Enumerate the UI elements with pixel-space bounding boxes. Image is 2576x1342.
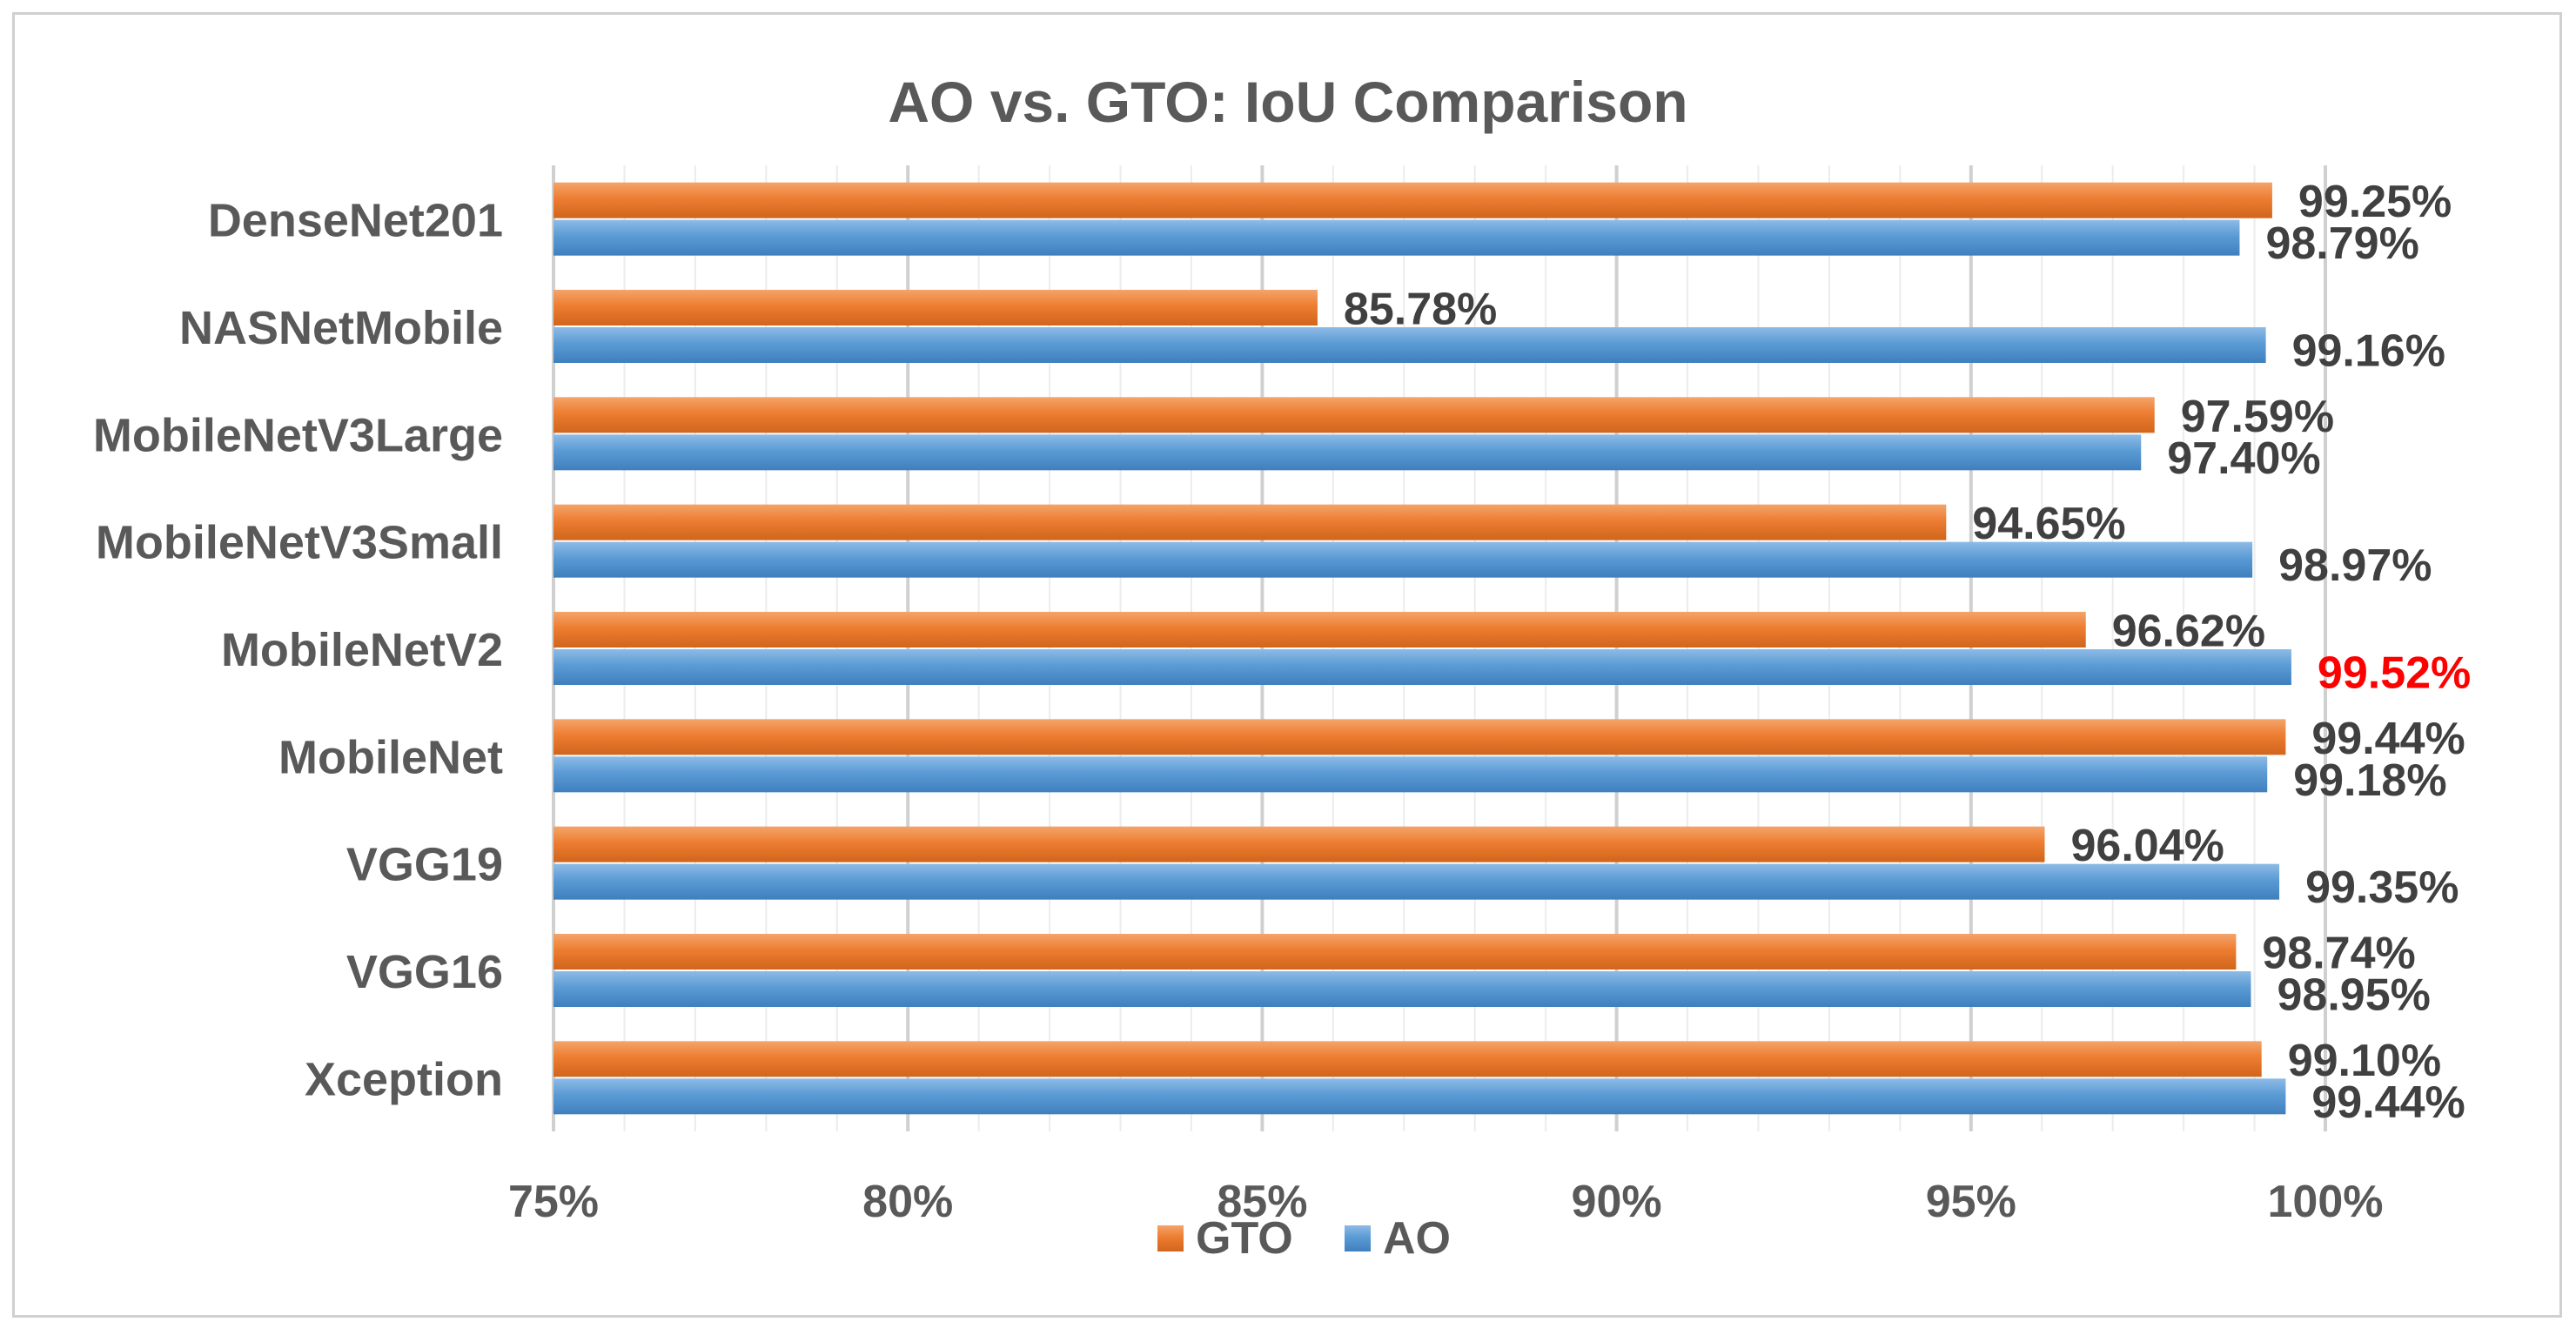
legend-label-gto: GTO (1196, 1213, 1293, 1264)
chart-title: AO vs. GTO: IoU Comparison (888, 70, 1687, 134)
x-tick-label: 85% (1217, 1177, 1307, 1227)
legend-label-ao: AO (1383, 1213, 1451, 1264)
data-label-gto: 96.62% (2112, 607, 2265, 657)
bar-ao (553, 863, 2280, 900)
gridlines (552, 165, 2327, 1131)
bar-ao (553, 649, 2291, 685)
bar-gto (553, 290, 1318, 325)
data-label-ao: 99.18% (2293, 755, 2446, 806)
category-label: Xception (305, 1053, 503, 1105)
data-label-gto: 99.25% (2298, 177, 2452, 227)
category-label: NASNetMobile (179, 302, 503, 354)
category-label: VGG16 (346, 946, 503, 998)
bar-ao (553, 541, 2253, 578)
data-label-gto: 85.78% (1344, 285, 1497, 335)
category-label: VGG19 (346, 839, 503, 891)
legend-swatch-ao (1345, 1225, 1371, 1251)
bars (553, 182, 2291, 1115)
x-tick-label: 90% (1572, 1177, 1662, 1227)
bar-gto (553, 397, 2155, 433)
data-label-ao: 98.97% (2278, 540, 2432, 591)
data-label-ao: 99.16% (2292, 326, 2445, 377)
bar-ao (553, 219, 2240, 256)
data-label-ao: 99.35% (2305, 862, 2459, 913)
data-label-gto: 98.74% (2262, 929, 2415, 979)
data-label-ao: 99.52% (2318, 648, 2471, 699)
data-label-gto: 99.44% (2311, 714, 2465, 764)
bar-gto (553, 182, 2272, 218)
bar-gto (553, 504, 1947, 540)
bar-gto (553, 719, 2286, 755)
bar-ao (553, 971, 2251, 1007)
category-label: MobileNet (278, 731, 503, 783)
bar-ao (553, 756, 2268, 793)
bar-ao (553, 327, 2266, 363)
data-label-ao: 98.95% (2277, 970, 2430, 1021)
data-label-gto: 97.59% (2181, 392, 2334, 442)
x-tick-label: 75% (508, 1177, 599, 1227)
bar-gto (553, 1041, 2262, 1077)
category-label: MobileNetV3Small (96, 517, 503, 569)
data-label-gto: 96.04% (2070, 821, 2224, 871)
category-label: MobileNetV3Large (93, 409, 503, 461)
bar-ao (553, 1078, 2286, 1115)
data-label-ao: 99.44% (2311, 1077, 2465, 1128)
category-labels: DenseNet201 NASNetMobile MobileNetV3Large M… (93, 195, 503, 1106)
legend: GTO AO (1157, 1213, 1451, 1264)
data-labels: 99.25%98.79% 85.78% 99.16% 97.59%97.40% 94.6… (1344, 177, 2471, 1128)
bar-gto (553, 612, 2086, 648)
data-label-gto: 99.10% (2288, 1036, 2441, 1086)
x-axis-ticks: 75% 80% 85% 90% 95% 100% (508, 1177, 2384, 1227)
bar-ao (553, 434, 2142, 471)
bar-gto (553, 934, 2237, 970)
x-tick-label: 100% (2268, 1177, 2384, 1227)
data-label-ao: 98.79% (2265, 218, 2418, 269)
x-tick-label: 80% (862, 1177, 953, 1227)
x-tick-label: 95% (1926, 1177, 2016, 1227)
category-label: DenseNet201 (208, 195, 503, 247)
legend-swatch-gto (1157, 1225, 1184, 1251)
bar-gto (553, 826, 2045, 862)
category-label: MobileNetV2 (221, 624, 503, 676)
data-label-ao: 97.40% (2167, 433, 2320, 484)
data-label-gto: 94.65% (1972, 499, 2125, 549)
